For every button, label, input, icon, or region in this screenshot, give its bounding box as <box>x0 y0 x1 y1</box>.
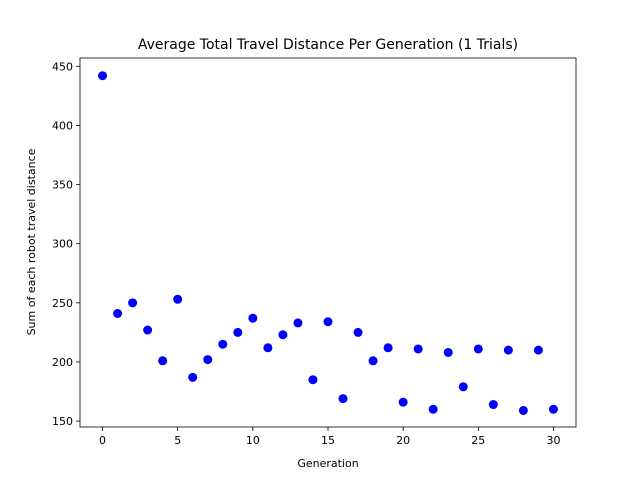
x-tick-label: 30 <box>546 434 560 447</box>
data-point <box>113 308 123 318</box>
data-point <box>368 356 378 366</box>
data-point <box>413 344 423 354</box>
data-point <box>518 405 528 415</box>
data-point <box>263 343 273 353</box>
plot-area: 0 5 10 15 20 25 30 150 200 250 300 350 400 450 <box>52 57 577 447</box>
x-tick-label: 20 <box>396 434 410 447</box>
x-axis-label: Generation <box>297 457 358 470</box>
data-point <box>398 397 408 407</box>
y-tick-label: 450 <box>52 60 73 73</box>
data-point <box>158 356 168 366</box>
data-point <box>548 404 558 414</box>
data-point <box>293 318 303 328</box>
data-point <box>428 404 438 414</box>
data-point <box>203 355 213 365</box>
data-point <box>338 394 348 404</box>
data-point <box>443 347 453 357</box>
data-point <box>128 298 138 308</box>
x-tick-label: 5 <box>174 434 181 447</box>
data-point <box>308 375 318 385</box>
x-tick-label: 0 <box>99 434 106 447</box>
data-point <box>98 71 108 81</box>
data-point <box>503 345 513 355</box>
data-point <box>473 344 483 354</box>
data-point <box>323 317 333 327</box>
data-point <box>278 330 288 340</box>
data-point <box>533 345 543 355</box>
y-tick-label: 400 <box>52 119 73 132</box>
data-point <box>188 372 198 382</box>
chart-title: Average Total Travel Distance Per Genera… <box>138 37 518 53</box>
x-tick-label: 15 <box>321 434 335 447</box>
data-point <box>143 325 153 335</box>
x-tick-label: 10 <box>246 434 260 447</box>
x-tick-label: 25 <box>471 434 485 447</box>
data-point <box>458 382 468 392</box>
data-point <box>383 343 393 353</box>
y-tick-label: 150 <box>52 415 73 428</box>
data-point <box>488 400 498 410</box>
y-tick-label: 200 <box>52 356 73 369</box>
y-tick-label: 350 <box>52 179 73 192</box>
data-point <box>248 313 258 323</box>
data-point <box>218 339 228 349</box>
data-point <box>173 294 183 304</box>
y-axis-label: Sum of each robot travel distance <box>25 148 38 335</box>
data-point <box>233 327 243 337</box>
data-point <box>353 327 363 337</box>
y-tick-label: 250 <box>52 297 73 310</box>
y-tick-label: 300 <box>52 238 73 251</box>
